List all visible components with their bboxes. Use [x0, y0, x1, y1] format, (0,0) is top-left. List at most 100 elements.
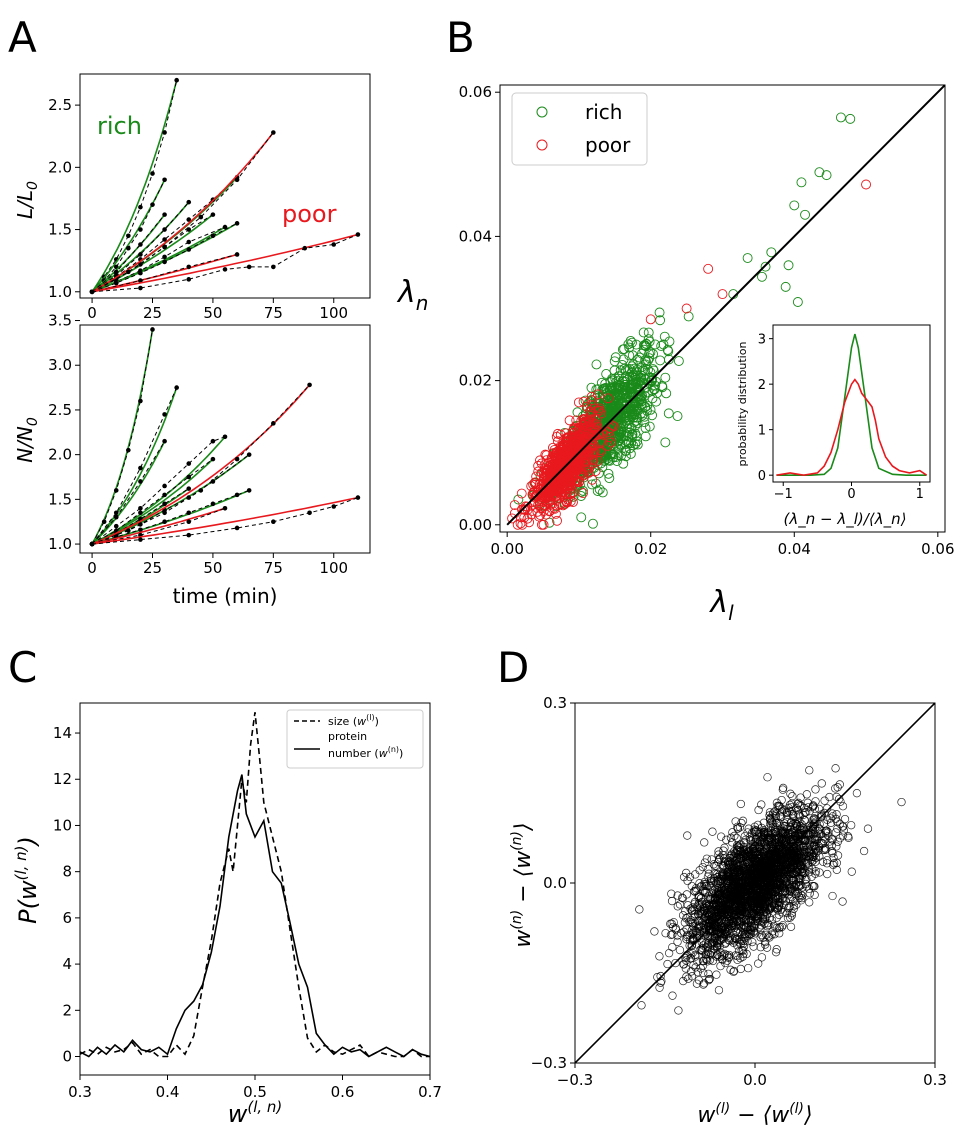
poor-point: [535, 510, 546, 520]
legend-box: [286, 709, 424, 769]
cell-point: [704, 900, 714, 909]
data-trace: [91, 132, 274, 293]
rich-point: [610, 352, 621, 363]
x-tick-label: 0.02: [634, 540, 667, 558]
cell-point: [697, 946, 706, 956]
legend-marker-poor: [536, 139, 548, 151]
cell-point: [757, 921, 766, 930]
rich-point: [617, 359, 628, 370]
y-tick-label: 10: [53, 816, 72, 834]
x-tick-label: 0.04: [778, 540, 811, 558]
data-point: [162, 227, 167, 232]
cell-point: [797, 867, 807, 876]
cell-point: [635, 905, 644, 914]
rich-point: [638, 365, 649, 376]
poor-point: [550, 465, 561, 475]
cell-point: [722, 865, 731, 874]
cell-point: [794, 798, 803, 808]
rich-point: [663, 408, 674, 419]
poor-point: [596, 408, 607, 419]
y-tick-label: 2.5: [48, 96, 72, 114]
cell-point: [720, 930, 729, 939]
cell-point: [712, 936, 722, 946]
cell-point: [679, 960, 689, 969]
data-trace: [91, 440, 166, 545]
poor-point: [572, 449, 582, 460]
cell-point: [788, 887, 797, 897]
cell-point: [795, 881, 804, 891]
cell-point: [740, 907, 750, 917]
data-point: [89, 289, 95, 295]
cell-point: [735, 840, 744, 850]
cell-point: [811, 797, 820, 806]
cell-point: [656, 978, 665, 987]
cell-point: [813, 832, 822, 841]
rich-point: [630, 420, 641, 431]
y-tick-label: 1.5: [48, 221, 72, 239]
data-point: [222, 434, 228, 440]
cell-point: [779, 870, 788, 879]
data-point: [113, 514, 119, 520]
cell-point: [763, 919, 772, 928]
rich-point: [621, 436, 632, 447]
poor-point: [592, 456, 603, 467]
data-point: [222, 505, 228, 511]
cell-point: [695, 923, 704, 932]
poor-point: [592, 389, 603, 400]
cell-point: [785, 883, 794, 892]
x-tick-label: 75: [264, 304, 283, 322]
rich-point: [757, 271, 767, 282]
data-trace: [92, 234, 359, 293]
cell-point: [750, 919, 760, 928]
identity-line: [506, 85, 945, 526]
cell-point: [729, 916, 738, 926]
cell-point: [788, 791, 797, 801]
x-axis-label: time (min): [173, 584, 278, 608]
cell-point: [762, 943, 772, 952]
poor-point: [583, 413, 594, 424]
y-axis-label-subscript: 0: [25, 417, 41, 426]
cell-point: [729, 847, 739, 856]
cell-point: [714, 986, 724, 995]
cell-point: [784, 904, 793, 913]
rich-point: [639, 411, 650, 422]
cell-point: [707, 903, 717, 912]
cell-point: [838, 822, 847, 831]
rich-point: [613, 450, 624, 461]
rich-point: [605, 385, 615, 396]
cell-point: [744, 963, 753, 973]
cell-point: [692, 927, 701, 936]
cell-point: [801, 840, 810, 849]
data-point: [174, 385, 179, 390]
cell-point: [700, 858, 710, 867]
rich-point: [604, 473, 615, 484]
cell-point: [775, 846, 784, 855]
poor-point: [541, 480, 552, 491]
rich-point: [631, 339, 642, 350]
poor-point: [546, 453, 557, 464]
rich-point: [624, 350, 635, 361]
data-point: [271, 264, 276, 270]
data-point: [138, 242, 143, 247]
rich-point: [608, 394, 619, 405]
cell-point: [750, 879, 759, 889]
cell-point: [749, 892, 758, 901]
legend-label-number: number (w(n)): [328, 745, 403, 760]
cell-point: [760, 904, 769, 913]
cell-point: [740, 838, 749, 847]
cell-point: [667, 896, 677, 906]
poor-point: [540, 492, 551, 503]
cell-point: [745, 907, 754, 916]
cell-point: [820, 808, 829, 818]
chart-b: 0.00 0.02 0.04 0.060.000.020.040.06richpoor…: [396, 83, 955, 625]
cell-point: [666, 919, 675, 928]
cell-point: [680, 918, 690, 927]
data-trace: [91, 384, 310, 545]
rich-point: [632, 404, 643, 415]
cell-point: [761, 857, 770, 866]
cell-point: [718, 870, 727, 879]
cell-point: [832, 810, 841, 819]
data-point: [186, 461, 192, 466]
rich-point: [792, 297, 803, 307]
